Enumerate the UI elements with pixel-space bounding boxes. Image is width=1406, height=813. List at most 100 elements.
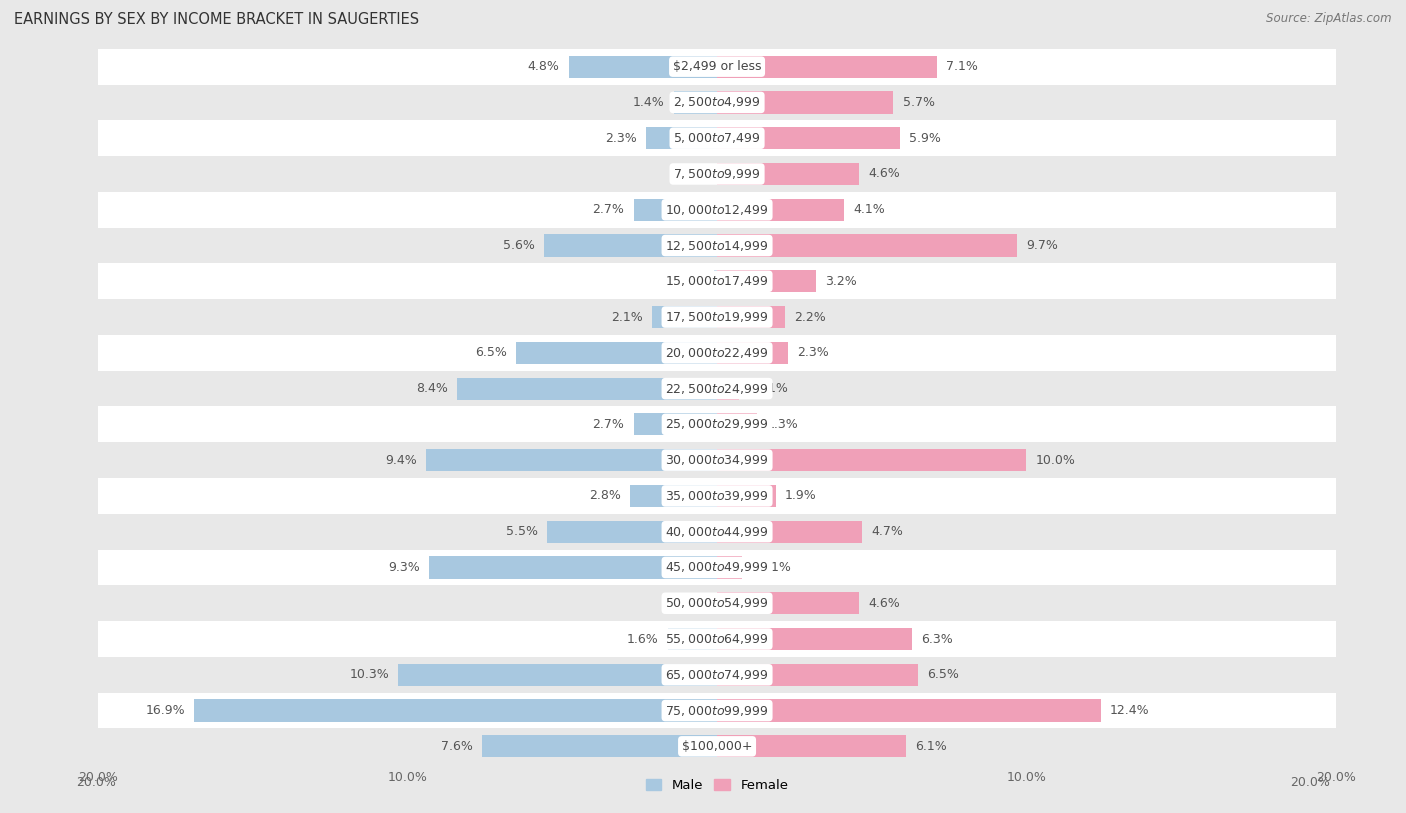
Bar — [717, 485, 776, 507]
Text: 4.1%: 4.1% — [853, 203, 884, 216]
Bar — [717, 377, 740, 400]
Bar — [717, 163, 859, 185]
Text: 12.4%: 12.4% — [1109, 704, 1150, 717]
Text: 16.9%: 16.9% — [145, 704, 186, 717]
Text: $15,000 to $17,499: $15,000 to $17,499 — [665, 274, 769, 289]
Bar — [717, 628, 912, 650]
Text: 5.6%: 5.6% — [503, 239, 534, 252]
Text: $50,000 to $54,999: $50,000 to $54,999 — [665, 596, 769, 611]
Text: 20.0%: 20.0% — [76, 776, 115, 789]
Text: 6.1%: 6.1% — [915, 740, 946, 753]
Bar — [717, 270, 815, 293]
Text: $7,500 to $9,999: $7,500 to $9,999 — [673, 167, 761, 181]
Bar — [98, 156, 1336, 192]
Text: 2.7%: 2.7% — [592, 203, 624, 216]
Text: 3.2%: 3.2% — [825, 275, 858, 288]
Text: 5.5%: 5.5% — [506, 525, 537, 538]
Bar — [98, 335, 1336, 371]
Bar — [98, 228, 1336, 263]
Text: 1.3%: 1.3% — [766, 418, 799, 431]
Text: 5.7%: 5.7% — [903, 96, 935, 109]
Text: $40,000 to $44,999: $40,000 to $44,999 — [665, 524, 769, 539]
Text: $45,000 to $49,999: $45,000 to $49,999 — [665, 560, 769, 575]
Text: 0.81%: 0.81% — [751, 561, 792, 574]
Text: 4.6%: 4.6% — [869, 597, 900, 610]
Bar — [634, 198, 717, 221]
Bar — [98, 442, 1336, 478]
Text: 20.0%: 20.0% — [1291, 776, 1330, 789]
Bar — [717, 198, 844, 221]
Text: 2.1%: 2.1% — [612, 311, 643, 324]
Bar — [429, 556, 717, 579]
Bar — [98, 371, 1336, 406]
Text: 4.7%: 4.7% — [872, 525, 904, 538]
Text: $22,500 to $24,999: $22,500 to $24,999 — [665, 381, 769, 396]
Text: 9.3%: 9.3% — [388, 561, 420, 574]
Text: 0.0%: 0.0% — [676, 597, 707, 610]
Bar — [98, 550, 1336, 585]
Text: 7.6%: 7.6% — [441, 740, 472, 753]
Text: 1.6%: 1.6% — [627, 633, 658, 646]
Text: $20,000 to $22,499: $20,000 to $22,499 — [665, 346, 769, 360]
Text: $2,499 or less: $2,499 or less — [673, 60, 761, 73]
Text: 7.1%: 7.1% — [946, 60, 977, 73]
Bar — [98, 621, 1336, 657]
Bar — [98, 263, 1336, 299]
Text: $65,000 to $74,999: $65,000 to $74,999 — [665, 667, 769, 682]
Bar — [568, 55, 717, 78]
Bar — [98, 478, 1336, 514]
Text: 10.3%: 10.3% — [350, 668, 389, 681]
Text: 1.9%: 1.9% — [785, 489, 817, 502]
Text: 0.0%: 0.0% — [676, 167, 707, 180]
Text: 9.7%: 9.7% — [1026, 239, 1059, 252]
Bar — [457, 377, 717, 400]
Bar — [717, 55, 936, 78]
Text: $10,000 to $12,499: $10,000 to $12,499 — [665, 202, 769, 217]
Bar — [482, 735, 717, 758]
Bar — [717, 449, 1026, 472]
Bar — [717, 234, 1017, 257]
Bar — [516, 341, 717, 364]
Bar — [98, 514, 1336, 550]
Bar — [717, 663, 918, 686]
Text: $100,000+: $100,000+ — [682, 740, 752, 753]
Bar — [717, 556, 742, 579]
Bar — [717, 413, 758, 436]
Text: $35,000 to $39,999: $35,000 to $39,999 — [665, 489, 769, 503]
Text: 1.4%: 1.4% — [633, 96, 665, 109]
Bar — [98, 299, 1336, 335]
Text: 0.71%: 0.71% — [748, 382, 789, 395]
Text: 2.2%: 2.2% — [794, 311, 827, 324]
Text: 8.4%: 8.4% — [416, 382, 449, 395]
Bar — [717, 699, 1101, 722]
Bar — [98, 693, 1336, 728]
Bar — [98, 192, 1336, 228]
Bar — [544, 234, 717, 257]
Text: $55,000 to $64,999: $55,000 to $64,999 — [665, 632, 769, 646]
Bar — [426, 449, 717, 472]
Bar — [645, 127, 717, 150]
Bar — [717, 91, 893, 114]
Bar — [98, 120, 1336, 156]
Text: Source: ZipAtlas.com: Source: ZipAtlas.com — [1267, 12, 1392, 25]
Bar — [717, 127, 900, 150]
Text: $75,000 to $99,999: $75,000 to $99,999 — [665, 703, 769, 718]
Text: EARNINGS BY SEX BY INCOME BRACKET IN SAUGERTIES: EARNINGS BY SEX BY INCOME BRACKET IN SAU… — [14, 12, 419, 27]
Bar — [194, 699, 717, 722]
Bar — [717, 735, 905, 758]
Bar — [98, 657, 1336, 693]
Bar — [98, 406, 1336, 442]
Text: $25,000 to $29,999: $25,000 to $29,999 — [665, 417, 769, 432]
Bar — [98, 728, 1336, 764]
Bar — [717, 592, 859, 615]
Text: $12,500 to $14,999: $12,500 to $14,999 — [665, 238, 769, 253]
Bar — [652, 306, 717, 328]
Bar — [547, 520, 717, 543]
Text: 6.5%: 6.5% — [928, 668, 959, 681]
Text: 4.8%: 4.8% — [527, 60, 560, 73]
Bar — [98, 85, 1336, 120]
Text: 2.7%: 2.7% — [592, 418, 624, 431]
Bar — [673, 91, 717, 114]
Bar — [634, 413, 717, 436]
Bar — [98, 49, 1336, 85]
